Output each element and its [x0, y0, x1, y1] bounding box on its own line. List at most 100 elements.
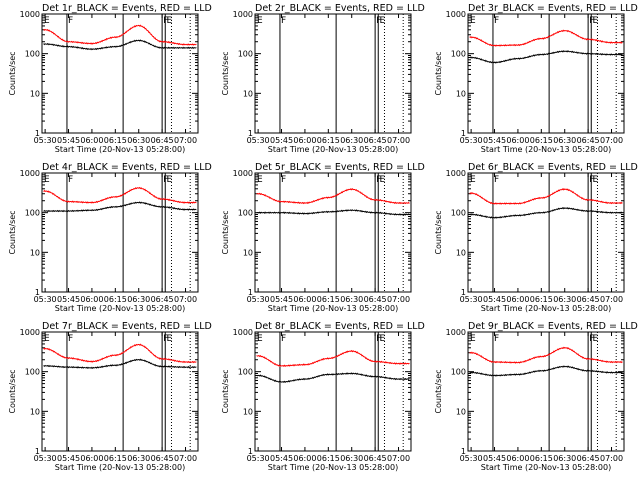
x-tick-label: 05:45: [483, 136, 506, 145]
x-tick-label: 05:30: [34, 295, 57, 304]
y-tick-label: 1: [248, 447, 253, 456]
lld-series-line: [43, 186, 197, 204]
x-tick-label: 07:00: [174, 136, 197, 145]
y-tick-label: 100: [451, 50, 466, 59]
x-tick-label: 07:00: [387, 454, 410, 463]
y-tick-label: 10: [243, 89, 253, 98]
events-series-line: [256, 209, 410, 216]
y-axis-label: Counts/sec: [221, 51, 230, 95]
segment-marker-f: F: [68, 175, 73, 185]
x-tick-label: 06:00: [506, 295, 529, 304]
x-tick-label: 06:15: [317, 136, 340, 145]
segment-marker-f: F: [281, 16, 286, 26]
plot-frame: [467, 331, 625, 452]
panel-title: Det 8r_BLACK = Events, RED = LLD: [255, 321, 425, 332]
x-tick-label: 06:30: [340, 295, 363, 304]
x-axis-label: Start Time (20-Nov-13 05:28:00): [268, 145, 398, 154]
plot-frame: [254, 172, 412, 293]
segment-marker-e: E: [257, 175, 263, 185]
x-tick-label: 07:00: [600, 454, 623, 463]
segment-marker-e: E: [44, 175, 50, 185]
x-tick-label: 06:00: [506, 136, 529, 145]
y-axis-label: Counts/sec: [221, 210, 230, 254]
x-tick-label: 06:45: [151, 136, 174, 145]
y-tick-label: 1: [248, 129, 253, 138]
panel-title: Det 3r_BLACK = Events, RED = LLD: [468, 3, 638, 14]
segment-marker-f: F: [376, 16, 381, 26]
x-tick-label: 06:15: [317, 454, 340, 463]
segment-marker-e: E: [257, 334, 263, 344]
x-tick-label: 06:45: [577, 295, 600, 304]
plot-frame: [41, 172, 199, 293]
segment-marker-f: F: [163, 334, 168, 344]
y-tick-label: 10: [243, 407, 253, 416]
segment-marker-e: E: [592, 334, 598, 344]
x-axis-label: Start Time (20-Nov-13 05:28:00): [481, 145, 611, 154]
segment-marker-f: F: [163, 175, 168, 185]
events-series-line: [43, 358, 197, 370]
y-axis-label: Counts/sec: [221, 369, 230, 413]
detector-panel-8: Det 8r_BLACK = Events, RED = LLD 05:30 05:…: [221, 321, 425, 472]
detector-panel-5: Det 5r_BLACK = Events, RED = LLD 05:30 05:…: [221, 162, 425, 313]
x-tick-label: 06:45: [364, 295, 387, 304]
y-tick-label: 1000: [446, 10, 466, 19]
segment-marker-f: F: [376, 334, 381, 344]
segment-marker-e: E: [470, 334, 476, 344]
segment-marker-f: F: [494, 175, 499, 185]
plot-frame: [41, 331, 199, 452]
segment-marker-f: F: [589, 16, 594, 26]
segment-marker-e: E: [166, 175, 172, 185]
segment-marker-e: E: [44, 16, 50, 26]
detector-panel-3: Det 3r_BLACK = Events, RED = LLD 05:30 05:…: [434, 3, 638, 154]
x-tick-label: 06:30: [127, 295, 150, 304]
x-tick-label: 05:45: [483, 454, 506, 463]
y-tick-label: 100: [238, 209, 253, 218]
panel-title: Det 1r_BLACK = Events, RED = LLD: [42, 3, 212, 14]
y-tick-label: 10: [456, 248, 466, 257]
x-tick-label: 06:15: [530, 136, 553, 145]
segment-marker-f: F: [163, 16, 168, 26]
x-tick-label: 05:45: [57, 136, 80, 145]
plot-frame: [467, 13, 625, 134]
x-tick-label: 05:30: [247, 454, 270, 463]
x-tick-label: 06:45: [577, 454, 600, 463]
x-tick-label: 05:45: [483, 295, 506, 304]
y-axis-label: Counts/sec: [8, 369, 17, 413]
x-tick-label: 06:15: [104, 136, 127, 145]
segment-marker-e: E: [470, 16, 476, 26]
panel-title: Det 5r_BLACK = Events, RED = LLD: [255, 162, 425, 173]
x-axis-label: Start Time (20-Nov-13 05:28:00): [55, 463, 185, 472]
x-tick-label: 05:45: [57, 454, 80, 463]
x-tick-label: 05:45: [270, 454, 293, 463]
y-tick-label: 1000: [233, 169, 253, 178]
y-tick-label: 1000: [446, 328, 466, 337]
x-tick-label: 07:00: [387, 295, 410, 304]
plot-frame: [467, 172, 625, 293]
events-series-line: [469, 365, 623, 377]
segment-marker-f: F: [589, 334, 594, 344]
x-tick-label: 05:30: [247, 295, 270, 304]
segment-marker-f: F: [281, 175, 286, 185]
y-tick-label: 1: [461, 288, 466, 297]
x-tick-label: 06:00: [80, 295, 103, 304]
panel-title: Det 2r_BLACK = Events, RED = LLD: [255, 3, 425, 14]
y-tick-label: 10: [30, 248, 40, 257]
x-tick-label: 06:45: [151, 295, 174, 304]
x-tick-label: 06:15: [317, 295, 340, 304]
segment-marker-e: E: [379, 175, 385, 185]
lld-series-line: [43, 343, 197, 364]
y-axis-label: Counts/sec: [434, 51, 443, 95]
x-tick-label: 07:00: [174, 454, 197, 463]
y-tick-label: 1000: [446, 169, 466, 178]
plot-frame: [41, 13, 199, 134]
y-tick-label: 100: [451, 209, 466, 218]
lld-series-line: [256, 349, 410, 368]
x-tick-label: 05:30: [34, 454, 57, 463]
segment-marker-e: E: [379, 334, 385, 344]
segment-marker-e: E: [44, 334, 50, 344]
x-tick-label: 05:45: [57, 295, 80, 304]
y-tick-label: 10: [456, 407, 466, 416]
x-axis-label: Start Time (20-Nov-13 05:28:00): [481, 463, 611, 472]
segment-marker-e: E: [470, 175, 476, 185]
x-tick-label: 06:15: [530, 295, 553, 304]
